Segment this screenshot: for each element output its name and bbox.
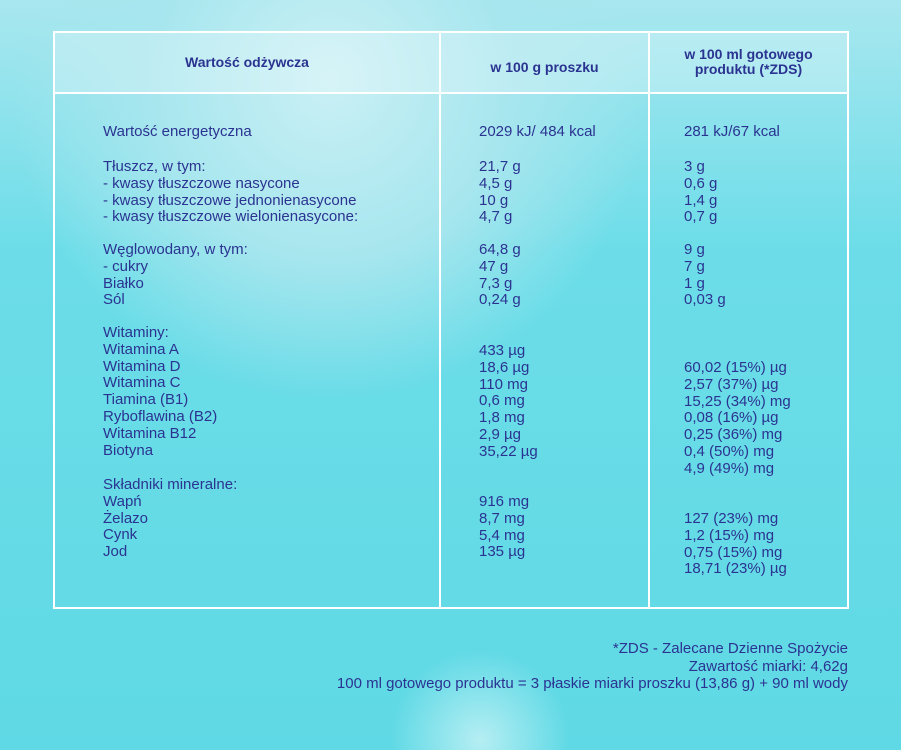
nutrient-label: Składniki mineralne: bbox=[103, 476, 238, 493]
nutrient-value: 21,7 g bbox=[479, 158, 521, 175]
nutrient-value: 18,6 µg bbox=[479, 358, 530, 376]
group-per100g: 21,7 g 4,5 g 10 g 4,7 g bbox=[479, 158, 521, 226]
nutrient-value: 1,8 mg bbox=[479, 409, 525, 427]
nutrient-label: Tiamina (B1) bbox=[103, 391, 189, 409]
group-labels: Wartość energetyczna bbox=[103, 123, 252, 141]
group-labels: Węglowodany, w tym: - cukry Białko Sól bbox=[103, 241, 248, 309]
nutrient-value: 110 mg bbox=[479, 375, 528, 393]
nutrient-value: 64,8 g bbox=[479, 241, 521, 258]
nutrient-value: 0,75 (15%) mg bbox=[684, 543, 783, 561]
nutrient-label: Wartość energetyczna bbox=[103, 123, 252, 140]
table-header bbox=[55, 33, 847, 94]
nutrient-label: Wapń bbox=[103, 492, 142, 510]
nutrient-label: - kwasy tłuszczowe wielonienasycone: bbox=[103, 208, 359, 226]
group-per100ml: 127 (23%) mg 1,2 (15%) mg 0,75 (15%) mg 18,… bbox=[684, 510, 787, 578]
nutrient-label: Biotyna bbox=[103, 441, 154, 459]
nutrient-value: 0,08 (16%) µg bbox=[684, 409, 779, 427]
nutrient-value: 5,4 mg bbox=[479, 526, 525, 544]
nutrient-label: - cukry bbox=[103, 257, 148, 275]
footnote-scoop: Zawartość miarki: 4,62g bbox=[688, 657, 848, 675]
nutrient-value: 433 µg bbox=[479, 342, 526, 359]
nutrient-value: 0,03 g bbox=[684, 291, 726, 309]
nutrient-value: 4,9 (49%) mg bbox=[684, 459, 775, 477]
nutrient-value: 127 (23%) mg bbox=[684, 510, 779, 527]
nutrient-label: Tłuszcz, w tym: bbox=[103, 158, 206, 175]
group-labels: Składniki mineralne: Wapń Żelazo Cynk Jod bbox=[103, 476, 238, 561]
nutrient-value: 0,4 (50%) mg bbox=[684, 442, 775, 460]
group-per100g: 433 µg 18,6 µg 110 mg 0,6 mg 1,8 mg 2,9 µg 35,… bbox=[479, 342, 538, 461]
nutrient-value: 1 g bbox=[684, 274, 705, 292]
nutrient-label: Witamina C bbox=[103, 374, 181, 392]
nutrient-label: Cynk bbox=[103, 526, 138, 544]
footnote-zds: *ZDS - Zalecane Dzienne Spożycie bbox=[612, 640, 848, 657]
nutrient-value: 2029 kJ/ 484 kcal bbox=[479, 123, 596, 140]
nutrient-label: - kwasy tłuszczowe jednonienasycone bbox=[103, 191, 357, 209]
nutrition-table: Wartość odżywcza w 100 g proszku w 100 m… bbox=[53, 31, 849, 609]
nutrient-label: Witamina D bbox=[103, 357, 181, 375]
column-divider bbox=[439, 33, 441, 607]
nutrient-value: 281 kJ/67 kcal bbox=[684, 123, 780, 140]
header-per-100ml: w 100 ml gotowego produktu (*ZDS) bbox=[650, 47, 847, 77]
nutrient-value: 60,02 (15%) µg bbox=[684, 359, 787, 376]
nutrient-label: Jod bbox=[103, 543, 128, 561]
nutrient-value: 4,7 g bbox=[479, 208, 513, 226]
group-labels: Tłuszcz, w tym: - kwasy tłuszczowe nasyco… bbox=[103, 158, 359, 226]
group-per100ml: 60,02 (15%) µg 2,57 (37%) µg 15,25 (34%) m… bbox=[684, 359, 791, 478]
group-per100ml: 281 kJ/67 kcal bbox=[684, 123, 780, 141]
nutrient-value: 1,4 g bbox=[684, 191, 718, 209]
nutrient-label: Witamina A bbox=[103, 340, 179, 358]
nutrient-value: 7 g bbox=[684, 257, 705, 275]
nutrient-label: - kwasy tłuszczowe nasycone bbox=[103, 174, 300, 192]
column-divider bbox=[648, 33, 650, 607]
nutrient-value: 2,9 µg bbox=[479, 425, 522, 443]
nutrient-label: Sól bbox=[103, 291, 125, 309]
nutrient-value: 0,25 (36%) mg bbox=[684, 426, 783, 444]
nutrient-value: 9 g bbox=[684, 241, 705, 258]
nutrient-value: 10 g bbox=[479, 191, 509, 209]
header-nutrient: Wartość odżywcza bbox=[185, 54, 309, 70]
nutrient-label: Witamina B12 bbox=[103, 424, 197, 442]
nutrient-value: 0,6 g bbox=[684, 174, 718, 192]
header-line: produktu (*ZDS) bbox=[694, 61, 803, 77]
group-per100g: 916 mg 8,7 mg 5,4 mg 135 µg bbox=[479, 493, 530, 561]
nutrient-value: 1,2 (15%) mg bbox=[684, 526, 775, 544]
nutrient-value: 0,24 g bbox=[479, 291, 521, 309]
nutrient-value: 18,71 (23%) µg bbox=[684, 560, 787, 578]
nutrient-label: Ryboflawina (B2) bbox=[103, 407, 218, 425]
group-per100g: 64,8 g 47 g 7,3 g 0,24 g bbox=[479, 241, 521, 309]
nutrient-value: 47 g bbox=[479, 257, 509, 275]
nutrient-value: 2,57 (37%) µg bbox=[684, 375, 779, 393]
nutrient-value: 7,3 g bbox=[479, 274, 513, 292]
header-line: w 100 ml gotowego bbox=[684, 46, 813, 62]
footer-notes: *ZDS - Zalecane Dzienne Spożycie Zawarto… bbox=[337, 640, 848, 693]
nutrient-label: Żelazo bbox=[103, 509, 149, 527]
nutrient-value: 4,5 g bbox=[479, 174, 513, 192]
footnote-preparation: 100 ml gotowego produktu = 3 płaskie mia… bbox=[336, 675, 848, 692]
nutrient-value: 8,7 mg bbox=[479, 509, 525, 527]
nutrient-value: 135 µg bbox=[479, 543, 526, 561]
nutrient-value: 0,7 g bbox=[684, 208, 718, 226]
nutrient-value: 3 g bbox=[684, 158, 705, 175]
nutrient-label: Węglowodany, w tym: bbox=[103, 241, 248, 258]
group-per100g: 2029 kJ/ 484 kcal bbox=[479, 123, 596, 141]
nutrient-value: 15,25 (34%) mg bbox=[684, 392, 791, 410]
nutrient-value: 0,6 mg bbox=[479, 392, 525, 410]
group-per100ml: 3 g 0,6 g 1,4 g 0,7 g bbox=[684, 158, 718, 226]
nutrient-value: 916 mg bbox=[479, 493, 530, 510]
nutrient-label: Białko bbox=[103, 274, 144, 292]
header-per-100g: w 100 g proszku bbox=[490, 59, 599, 75]
nutrient-value: 35,22 µg bbox=[479, 442, 538, 460]
nutrient-label: Witaminy: bbox=[103, 324, 169, 341]
